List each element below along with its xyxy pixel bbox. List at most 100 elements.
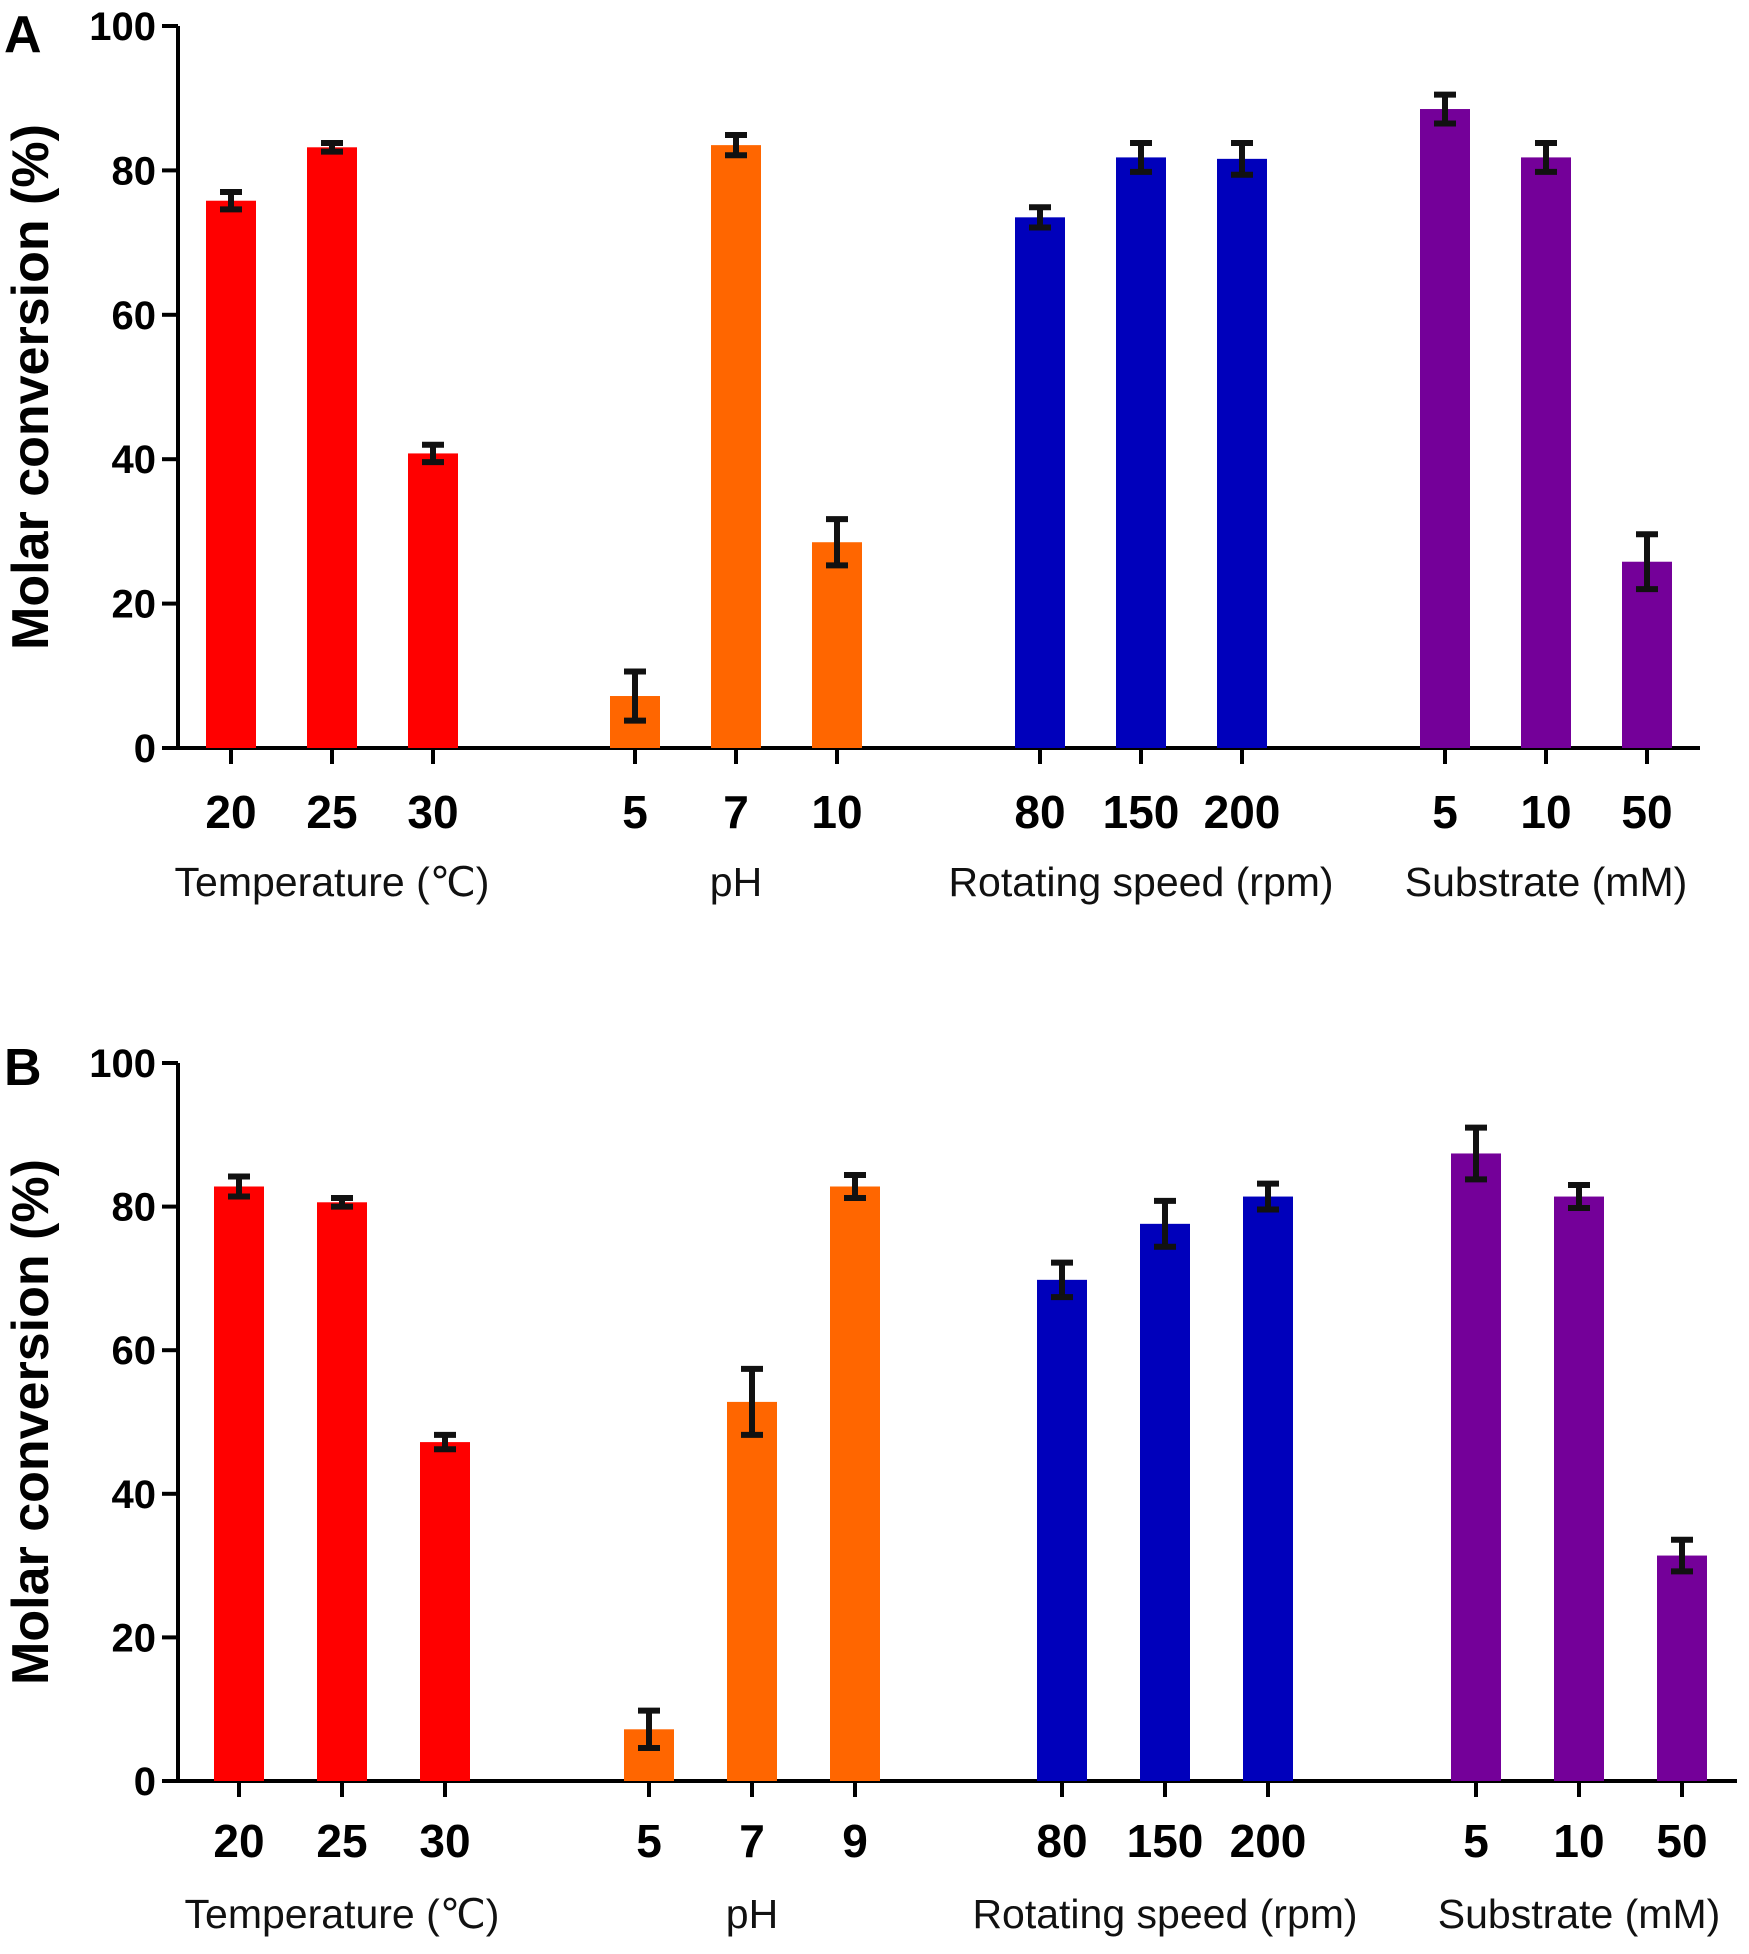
x-tick-label: 25 [306,786,357,838]
x-tick-label: 20 [205,786,256,838]
bar-group: 5 7 10 pH [610,132,863,905]
error-bar [624,668,646,724]
x-tick-label: 80 [1014,786,1065,838]
y-tick-label: 100 [89,1042,156,1086]
bar [1243,1196,1293,1781]
x-tick-label: 10 [1553,1815,1604,1867]
x-tick-label: 50 [1621,786,1672,838]
bar [1554,1196,1604,1781]
bar [408,453,458,748]
y-tick-label: 80 [112,149,157,193]
x-tick-label: 150 [1103,786,1180,838]
x-tick-label: 7 [739,1815,765,1867]
panel-a: A Molar conversion (%) 0 20 40 60 80 100 20 25 30 T… [2,5,1700,905]
error-bar [1535,139,1557,175]
bar [1420,109,1470,748]
bar-group: 5 7 9 pH [624,1172,880,1937]
error-bar [1568,1182,1590,1212]
error-bar [1636,531,1658,593]
bar [1622,561,1672,748]
bar-group: 80 150 200 Rotating speed (rpm) [948,139,1334,905]
bar [711,145,761,748]
y-tick-label: 0 [134,1760,156,1804]
x-tick-label: 150 [1127,1815,1204,1867]
bar-group: 80 150 200 Rotating speed (rpm) [972,1180,1358,1937]
panel-label: A [4,6,42,64]
error-bar [638,1707,660,1751]
error-bar [826,516,848,569]
error-bar [321,139,343,155]
x-tick-label: 9 [842,1815,868,1867]
group-label: pH [726,1891,778,1937]
x-tick-label: 10 [811,786,862,838]
y-tick-label: 40 [112,438,157,482]
panel-label: B [4,1039,42,1097]
y-tick-label: 20 [112,1616,157,1660]
bar [1037,1279,1087,1781]
x-tick-label: 20 [213,1815,264,1867]
group-label: Rotating speed (rpm) [948,859,1333,905]
group-label: Temperature (℃) [185,1891,500,1937]
x-tick-label: 30 [419,1815,470,1867]
x-tick-label: 10 [1520,786,1571,838]
bar [1451,1153,1501,1781]
x-tick-label: 80 [1036,1815,1087,1867]
error-bar [228,1173,250,1200]
bar-group: 5 10 50 Substrate (mM) [1438,1124,1721,1937]
x-tick-label: 5 [622,786,648,838]
error-bar [434,1431,456,1453]
bar [1015,217,1065,748]
bar [727,1401,777,1781]
x-tick-label: 5 [1463,1815,1489,1867]
x-tick-label: 25 [316,1815,367,1867]
y-tick-label: 20 [112,583,157,627]
error-bar [1434,91,1456,127]
y-tick-label: 100 [89,5,156,49]
bar [206,200,256,748]
x-tick-label: 200 [1204,786,1281,838]
group-label: Substrate (mM) [1438,1891,1721,1937]
y-tick-label: 0 [134,727,156,771]
bar [1521,157,1571,749]
bar [1657,1555,1707,1781]
error-bar [741,1365,763,1438]
error-bar [1130,139,1152,175]
panel-b: B Molar conversion (%) 0 20 40 60 80 100 20 25 30 T… [2,1039,1737,1937]
error-bar [1154,1197,1176,1250]
group-label: Substrate (mM) [1405,859,1688,905]
error-bar [1257,1180,1279,1213]
y-tick-label: 60 [112,1329,157,1373]
group-label: Temperature (℃) [175,859,490,905]
bar [1217,158,1267,748]
bar [317,1202,367,1781]
bar [812,542,862,748]
x-tick-label: 50 [1656,1815,1707,1867]
y-axis-label: Molar conversion (%) [2,1159,60,1685]
error-bar [422,441,444,466]
y-tick-label: 60 [112,294,157,338]
bar [830,1186,880,1781]
bar-group: 5 10 50 Substrate (mM) [1405,91,1688,905]
x-tick-label: 5 [1432,786,1458,838]
x-tick-label: 7 [723,786,749,838]
y-tick-label: 40 [112,1473,157,1517]
bar [214,1186,264,1781]
bar [420,1442,470,1781]
y-axis-label: Molar conversion (%) [2,124,60,650]
error-bar [1051,1259,1073,1301]
group-label: pH [710,859,762,905]
error-bar [1465,1124,1487,1183]
error-bar [844,1172,866,1201]
bar [1140,1223,1190,1781]
group-label: Rotating speed (rpm) [972,1891,1357,1937]
error-bar [1231,139,1253,178]
x-tick-label: 200 [1230,1815,1307,1867]
y-tick-label: 80 [112,1186,157,1230]
error-bar [1671,1536,1693,1575]
bar-group: 20 25 30 Temperature (℃) [175,139,490,905]
x-tick-label: 30 [407,786,458,838]
error-bar [1029,204,1051,231]
x-tick-label: 5 [636,1815,662,1867]
